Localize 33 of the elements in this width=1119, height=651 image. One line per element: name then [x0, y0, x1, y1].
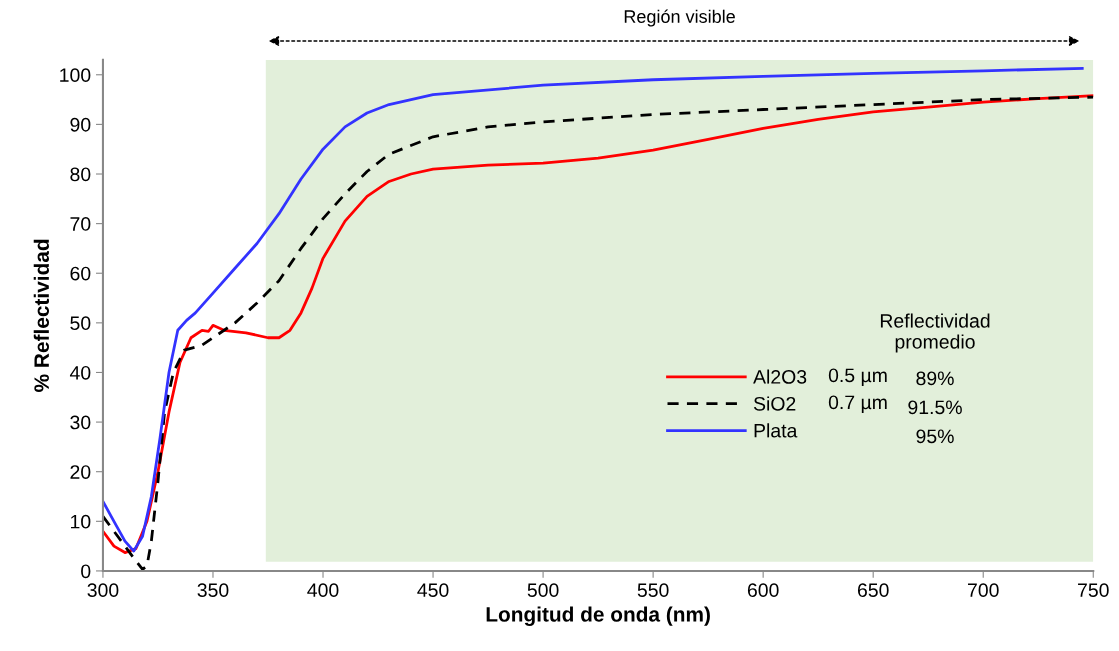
- annotation: 95%: [916, 429, 954, 444]
- annotation: 91.5%: [908, 400, 962, 415]
- y-axis-title: % Reflectividad: [33, 239, 50, 392]
- y-tick-label: 100: [60, 68, 91, 83]
- annotation: 0.5 µm: [828, 368, 887, 387]
- x-tick-label: 650: [857, 583, 889, 598]
- annotation: 89%: [916, 371, 954, 386]
- x-axis-title: Longitud de onda (nm): [486, 606, 710, 626]
- x-tick-label: 400: [307, 583, 339, 598]
- y-tick-label: 30: [70, 415, 91, 430]
- x-tick-label: 700: [968, 583, 999, 598]
- y-tick-label: 90: [70, 117, 91, 132]
- annotation: Reflectividad promedio: [880, 313, 990, 353]
- y-tick-label: 70: [70, 217, 91, 231]
- x-tick-label: 450: [417, 583, 449, 598]
- y-tick-label: 20: [70, 465, 91, 479]
- y-tick-label: 0: [81, 564, 91, 579]
- y-tick-label: 10: [71, 514, 91, 529]
- x-tick-label: 300: [87, 583, 119, 598]
- x-tick-label: 750: [1078, 583, 1109, 598]
- band-label: Región visible: [624, 9, 735, 27]
- legend-label: Plata: [754, 423, 798, 438]
- x-tick-label: 600: [747, 583, 779, 598]
- y-tick-label: 60: [70, 266, 91, 281]
- x-tick-label: 350: [197, 583, 229, 598]
- legend-label: Al2O3: [753, 369, 807, 384]
- annotation: 0.7 µm: [828, 395, 887, 414]
- y-tick-label: 80: [70, 167, 91, 182]
- y-tick-label: 40: [69, 365, 91, 380]
- y-tick-label: 50: [70, 316, 91, 331]
- x-tick-label: 550: [637, 583, 669, 598]
- legend-label: SiO2: [753, 396, 796, 411]
- x-tick-label: 500: [527, 583, 559, 598]
